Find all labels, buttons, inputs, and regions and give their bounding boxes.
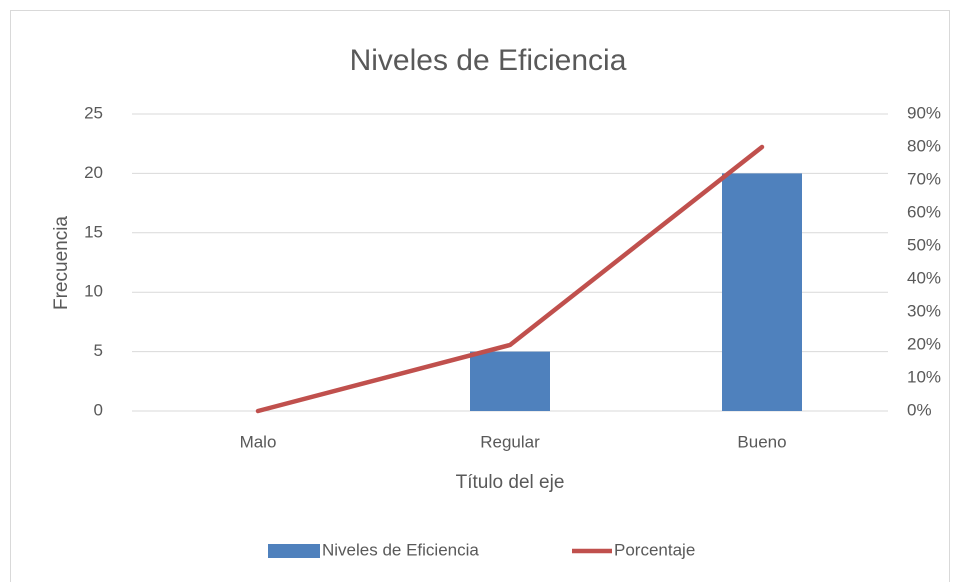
chart-border [10,10,950,582]
y-axis-title: Frecuencia [51,216,72,310]
y2-tick-label: 50% [907,235,941,254]
y-tick-label: 10 [84,282,103,301]
y2-tick-label: 30% [907,301,941,320]
y-tick-label: 5 [94,341,103,360]
y-tick-label: 15 [84,222,103,241]
y2-tick-label: 0% [907,400,932,419]
y2-tick-label: 70% [907,169,941,188]
y-tick-label: 20 [84,163,103,182]
y2-tick-label: 20% [907,334,941,353]
legend-label: Niveles de Eficiencia [322,540,479,559]
x-axis-title: Título del eje [456,472,565,493]
bar [470,351,550,411]
y2-tick-label: 60% [907,202,941,221]
bar [722,173,802,411]
chart-title: Niveles de Eficiencia [350,44,627,77]
x-tick-label: Regular [480,432,540,451]
y-tick-label: 25 [84,103,103,122]
line [255,144,765,414]
y2-tick-label: 80% [907,136,941,155]
x-tick-label: Malo [240,432,277,451]
legend-swatch [268,544,320,558]
y2-tick-label: 10% [907,367,941,386]
y2-tick-label: 40% [907,268,941,287]
y-tick-label: 0 [94,400,103,419]
x-tick-label: Bueno [737,432,786,451]
y2-tick-label: 90% [907,103,941,122]
legend-label: Porcentaje [614,540,695,559]
